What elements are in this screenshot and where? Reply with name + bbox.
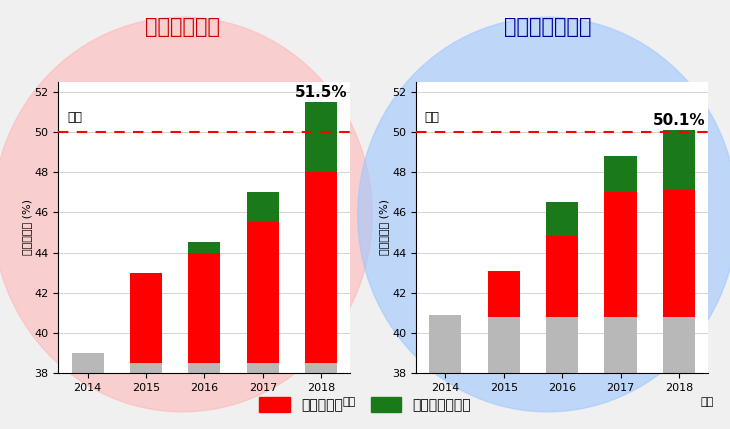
Text: 目標: 目標: [67, 111, 82, 124]
Bar: [247, 363, 279, 373]
Bar: [546, 317, 578, 373]
Text: 50.1%: 50.1%: [653, 113, 705, 128]
Bar: [305, 102, 337, 172]
Bar: [546, 236, 578, 317]
Bar: [663, 130, 695, 190]
Bar: [604, 156, 637, 192]
Y-axis label: 正味熱効率 (%): 正味熱効率 (%): [380, 199, 389, 255]
Bar: [188, 253, 220, 363]
Bar: [604, 192, 637, 317]
Bar: [130, 273, 162, 363]
Text: ガソリン燃焼: ガソリン燃焼: [145, 17, 220, 37]
Bar: [429, 315, 461, 373]
Legend: 燃焼による, 損失低減による: 燃焼による, 損失低減による: [253, 391, 477, 418]
Text: 51.5%: 51.5%: [295, 85, 347, 100]
Bar: [188, 242, 220, 253]
Bar: [604, 317, 637, 373]
X-axis label: 年度: 年度: [701, 396, 714, 407]
Text: 目標: 目標: [425, 111, 440, 124]
Bar: [72, 353, 104, 373]
X-axis label: 年度: 年度: [343, 396, 356, 407]
Bar: [247, 192, 279, 222]
Text: ディーゼル燃焼: ディーゼル燃焼: [504, 17, 591, 37]
Bar: [663, 190, 695, 317]
Bar: [546, 202, 578, 236]
Bar: [488, 271, 520, 317]
Bar: [247, 222, 279, 363]
Bar: [305, 172, 337, 363]
Y-axis label: 正味熱効率 (%): 正味熱効率 (%): [22, 199, 31, 255]
Bar: [130, 363, 162, 373]
Bar: [488, 317, 520, 373]
Bar: [305, 363, 337, 373]
Bar: [188, 363, 220, 373]
Bar: [663, 317, 695, 373]
